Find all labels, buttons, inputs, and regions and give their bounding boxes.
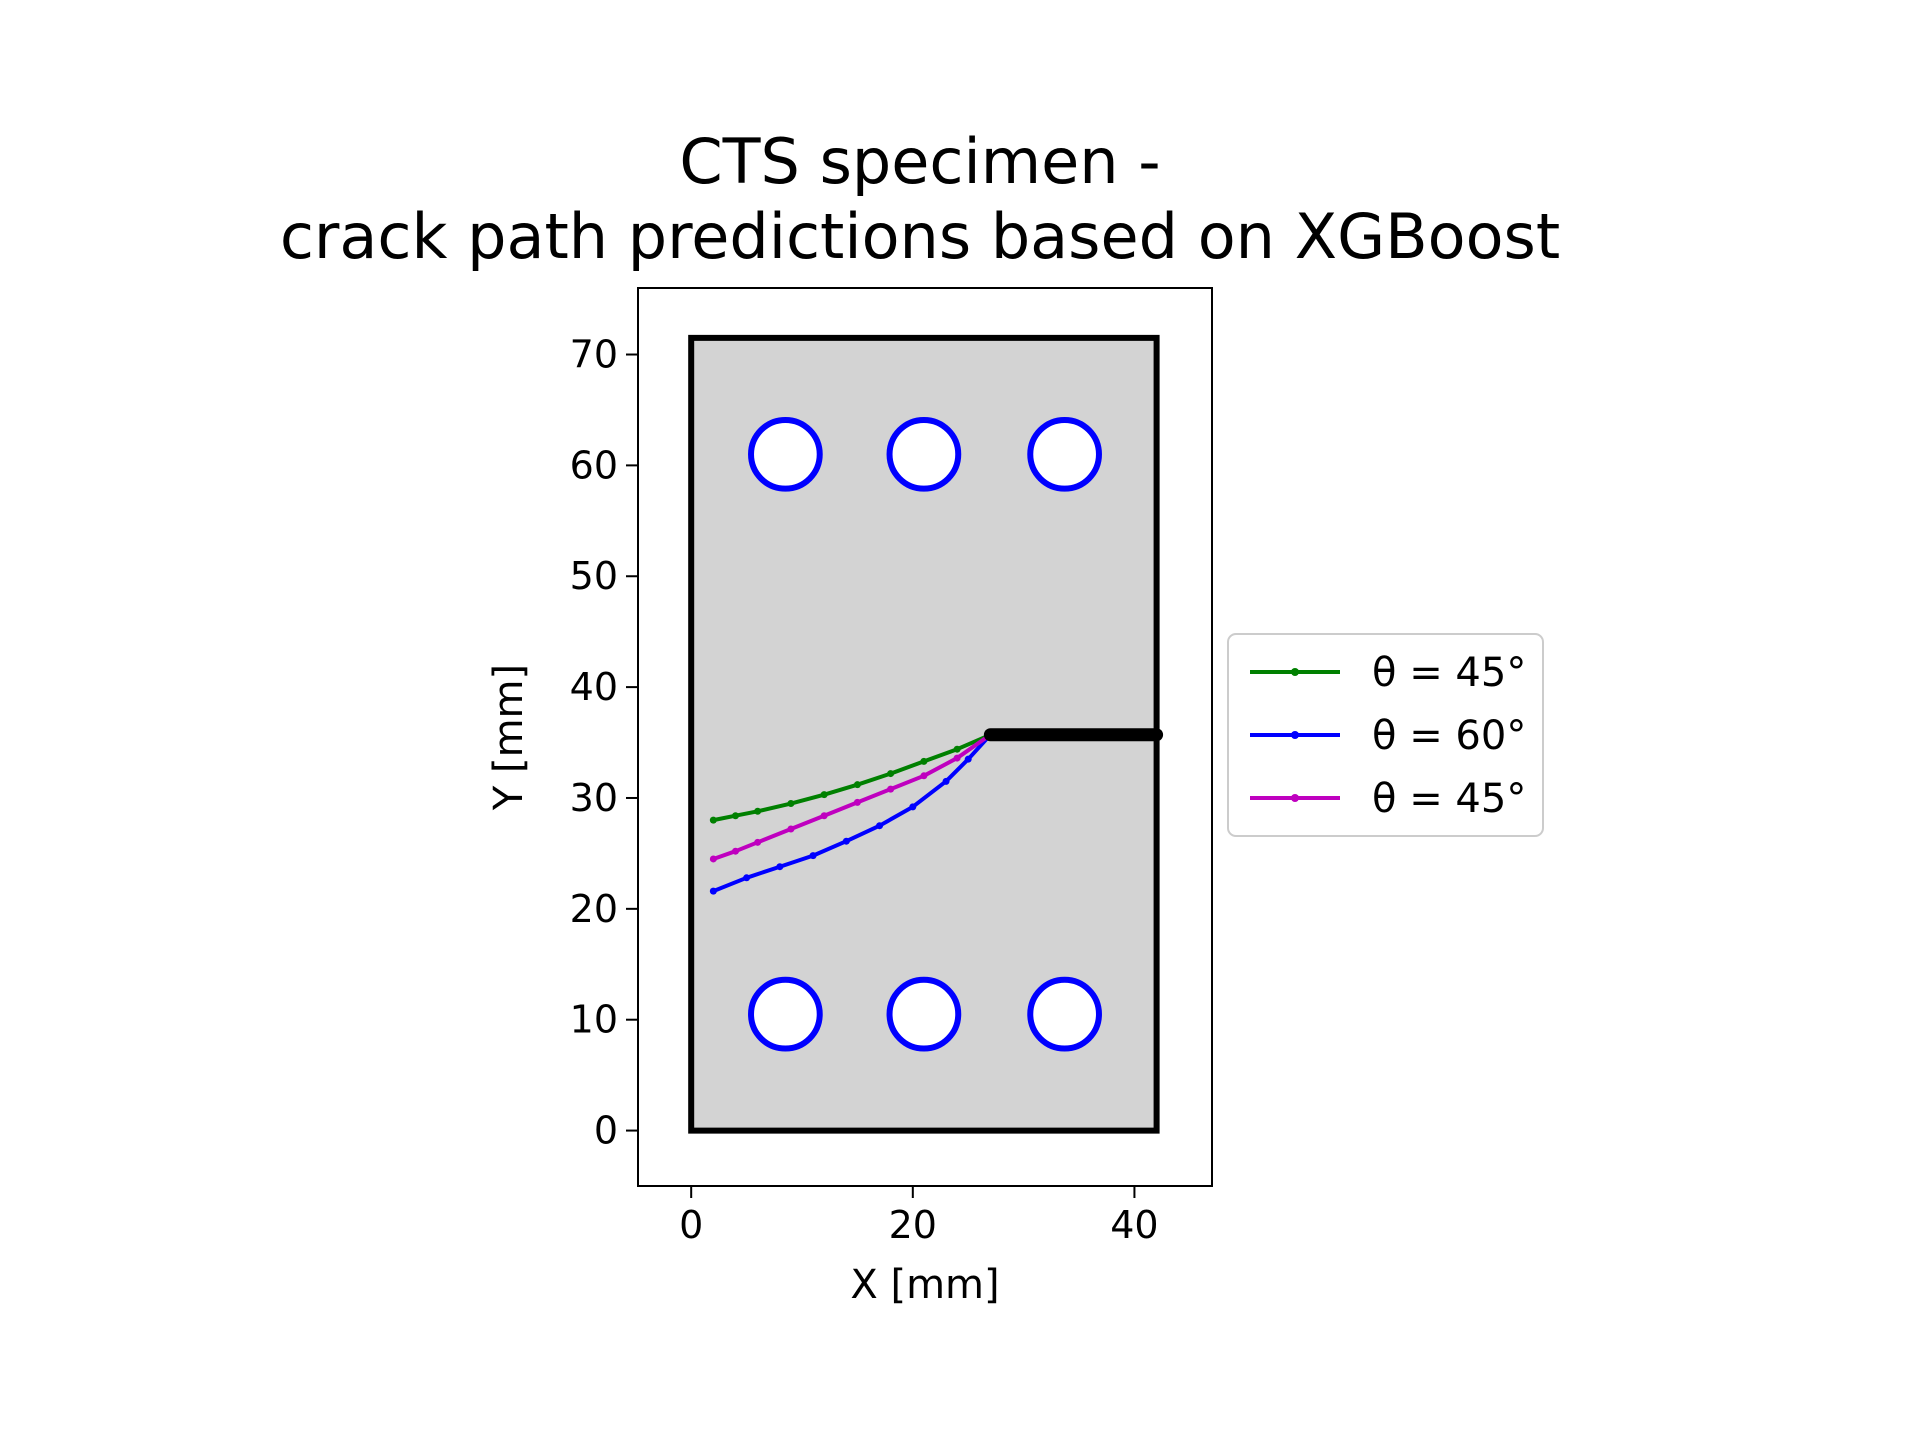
x-axis: 0 20 40 bbox=[679, 1186, 1159, 1247]
legend-label-2: θ = 60° bbox=[1372, 713, 1526, 759]
series-1-point bbox=[754, 807, 762, 815]
legend-label-1: θ = 45° bbox=[1372, 650, 1526, 696]
series-1-point bbox=[709, 816, 717, 824]
series-2-point bbox=[964, 755, 972, 763]
series-layer bbox=[709, 731, 994, 895]
series-1-point bbox=[787, 800, 795, 808]
bolt-hole-5 bbox=[886, 976, 962, 1052]
legend: θ = 45° θ = 60° θ = 45° bbox=[1227, 633, 1544, 837]
series-1-point bbox=[887, 770, 895, 778]
series-3-point bbox=[853, 798, 861, 806]
series-line-1 bbox=[711, 732, 993, 823]
series-1-point bbox=[920, 757, 928, 765]
series-3-point bbox=[887, 785, 895, 793]
series-1-point bbox=[732, 812, 740, 820]
series-2-point bbox=[942, 777, 950, 785]
series-3-point bbox=[820, 812, 828, 820]
x-tick-label: 20 bbox=[889, 1203, 937, 1247]
legend-frame bbox=[1227, 633, 1544, 837]
y-tick-label: 30 bbox=[570, 776, 618, 820]
series-2-point bbox=[809, 852, 817, 860]
series-2-point bbox=[776, 863, 784, 871]
y-tick-label: 20 bbox=[570, 887, 618, 931]
legend-marker-2 bbox=[1291, 731, 1299, 739]
bolt-hole-1 bbox=[748, 416, 823, 492]
chart-title-line-1: CTS specimen - bbox=[679, 125, 1160, 198]
legend-marker-3 bbox=[1291, 794, 1299, 802]
bolt-hole-3 bbox=[1027, 416, 1102, 492]
y-axis: 0 10 20 30 40 50 60 70 bbox=[570, 333, 638, 1153]
legend-entries: θ = 45° θ = 60° θ = 45° bbox=[1250, 650, 1526, 822]
series-1-point bbox=[953, 745, 961, 753]
bolt-hole-6 bbox=[1027, 976, 1102, 1052]
x-tick-label: 0 bbox=[679, 1203, 703, 1247]
series-2-point bbox=[709, 887, 717, 895]
y-axis-label: Y [mm] bbox=[486, 664, 532, 811]
series-line-2 bbox=[711, 732, 993, 894]
holes-layer bbox=[748, 416, 1102, 1052]
x-axis-label: X [mm] bbox=[850, 1262, 999, 1308]
series-3-point bbox=[732, 847, 740, 855]
y-tick-label: 40 bbox=[570, 665, 618, 709]
y-tick-label: 10 bbox=[570, 998, 618, 1042]
y-tick-label: 60 bbox=[570, 443, 618, 487]
series-1-point bbox=[820, 791, 828, 799]
series-1-point bbox=[853, 781, 861, 789]
series-2-point bbox=[909, 803, 917, 811]
series-3-point bbox=[953, 754, 961, 762]
y-tick-label: 0 bbox=[594, 1109, 618, 1153]
chart-title-line-2: crack path predictions based on XGBoost bbox=[280, 200, 1560, 273]
series-line-3 bbox=[711, 732, 993, 861]
series-3-point bbox=[787, 825, 795, 833]
plot-area bbox=[637, 287, 1213, 1187]
series-2-point bbox=[842, 837, 850, 845]
series-2-point bbox=[743, 874, 751, 882]
series-3-point bbox=[709, 855, 717, 863]
specimen-body bbox=[688, 334, 1160, 1134]
legend-marker-1 bbox=[1291, 668, 1299, 676]
series-3-point bbox=[920, 772, 928, 780]
bolt-hole-4 bbox=[748, 976, 823, 1052]
x-tick-label: 40 bbox=[1110, 1203, 1158, 1247]
bolt-hole-2 bbox=[886, 416, 962, 492]
y-tick-label: 50 bbox=[570, 554, 618, 598]
y-tick-label: 70 bbox=[570, 333, 618, 377]
series-2-point bbox=[876, 822, 884, 830]
series-3-point bbox=[754, 838, 762, 846]
legend-label-3: θ = 45° bbox=[1372, 776, 1526, 822]
